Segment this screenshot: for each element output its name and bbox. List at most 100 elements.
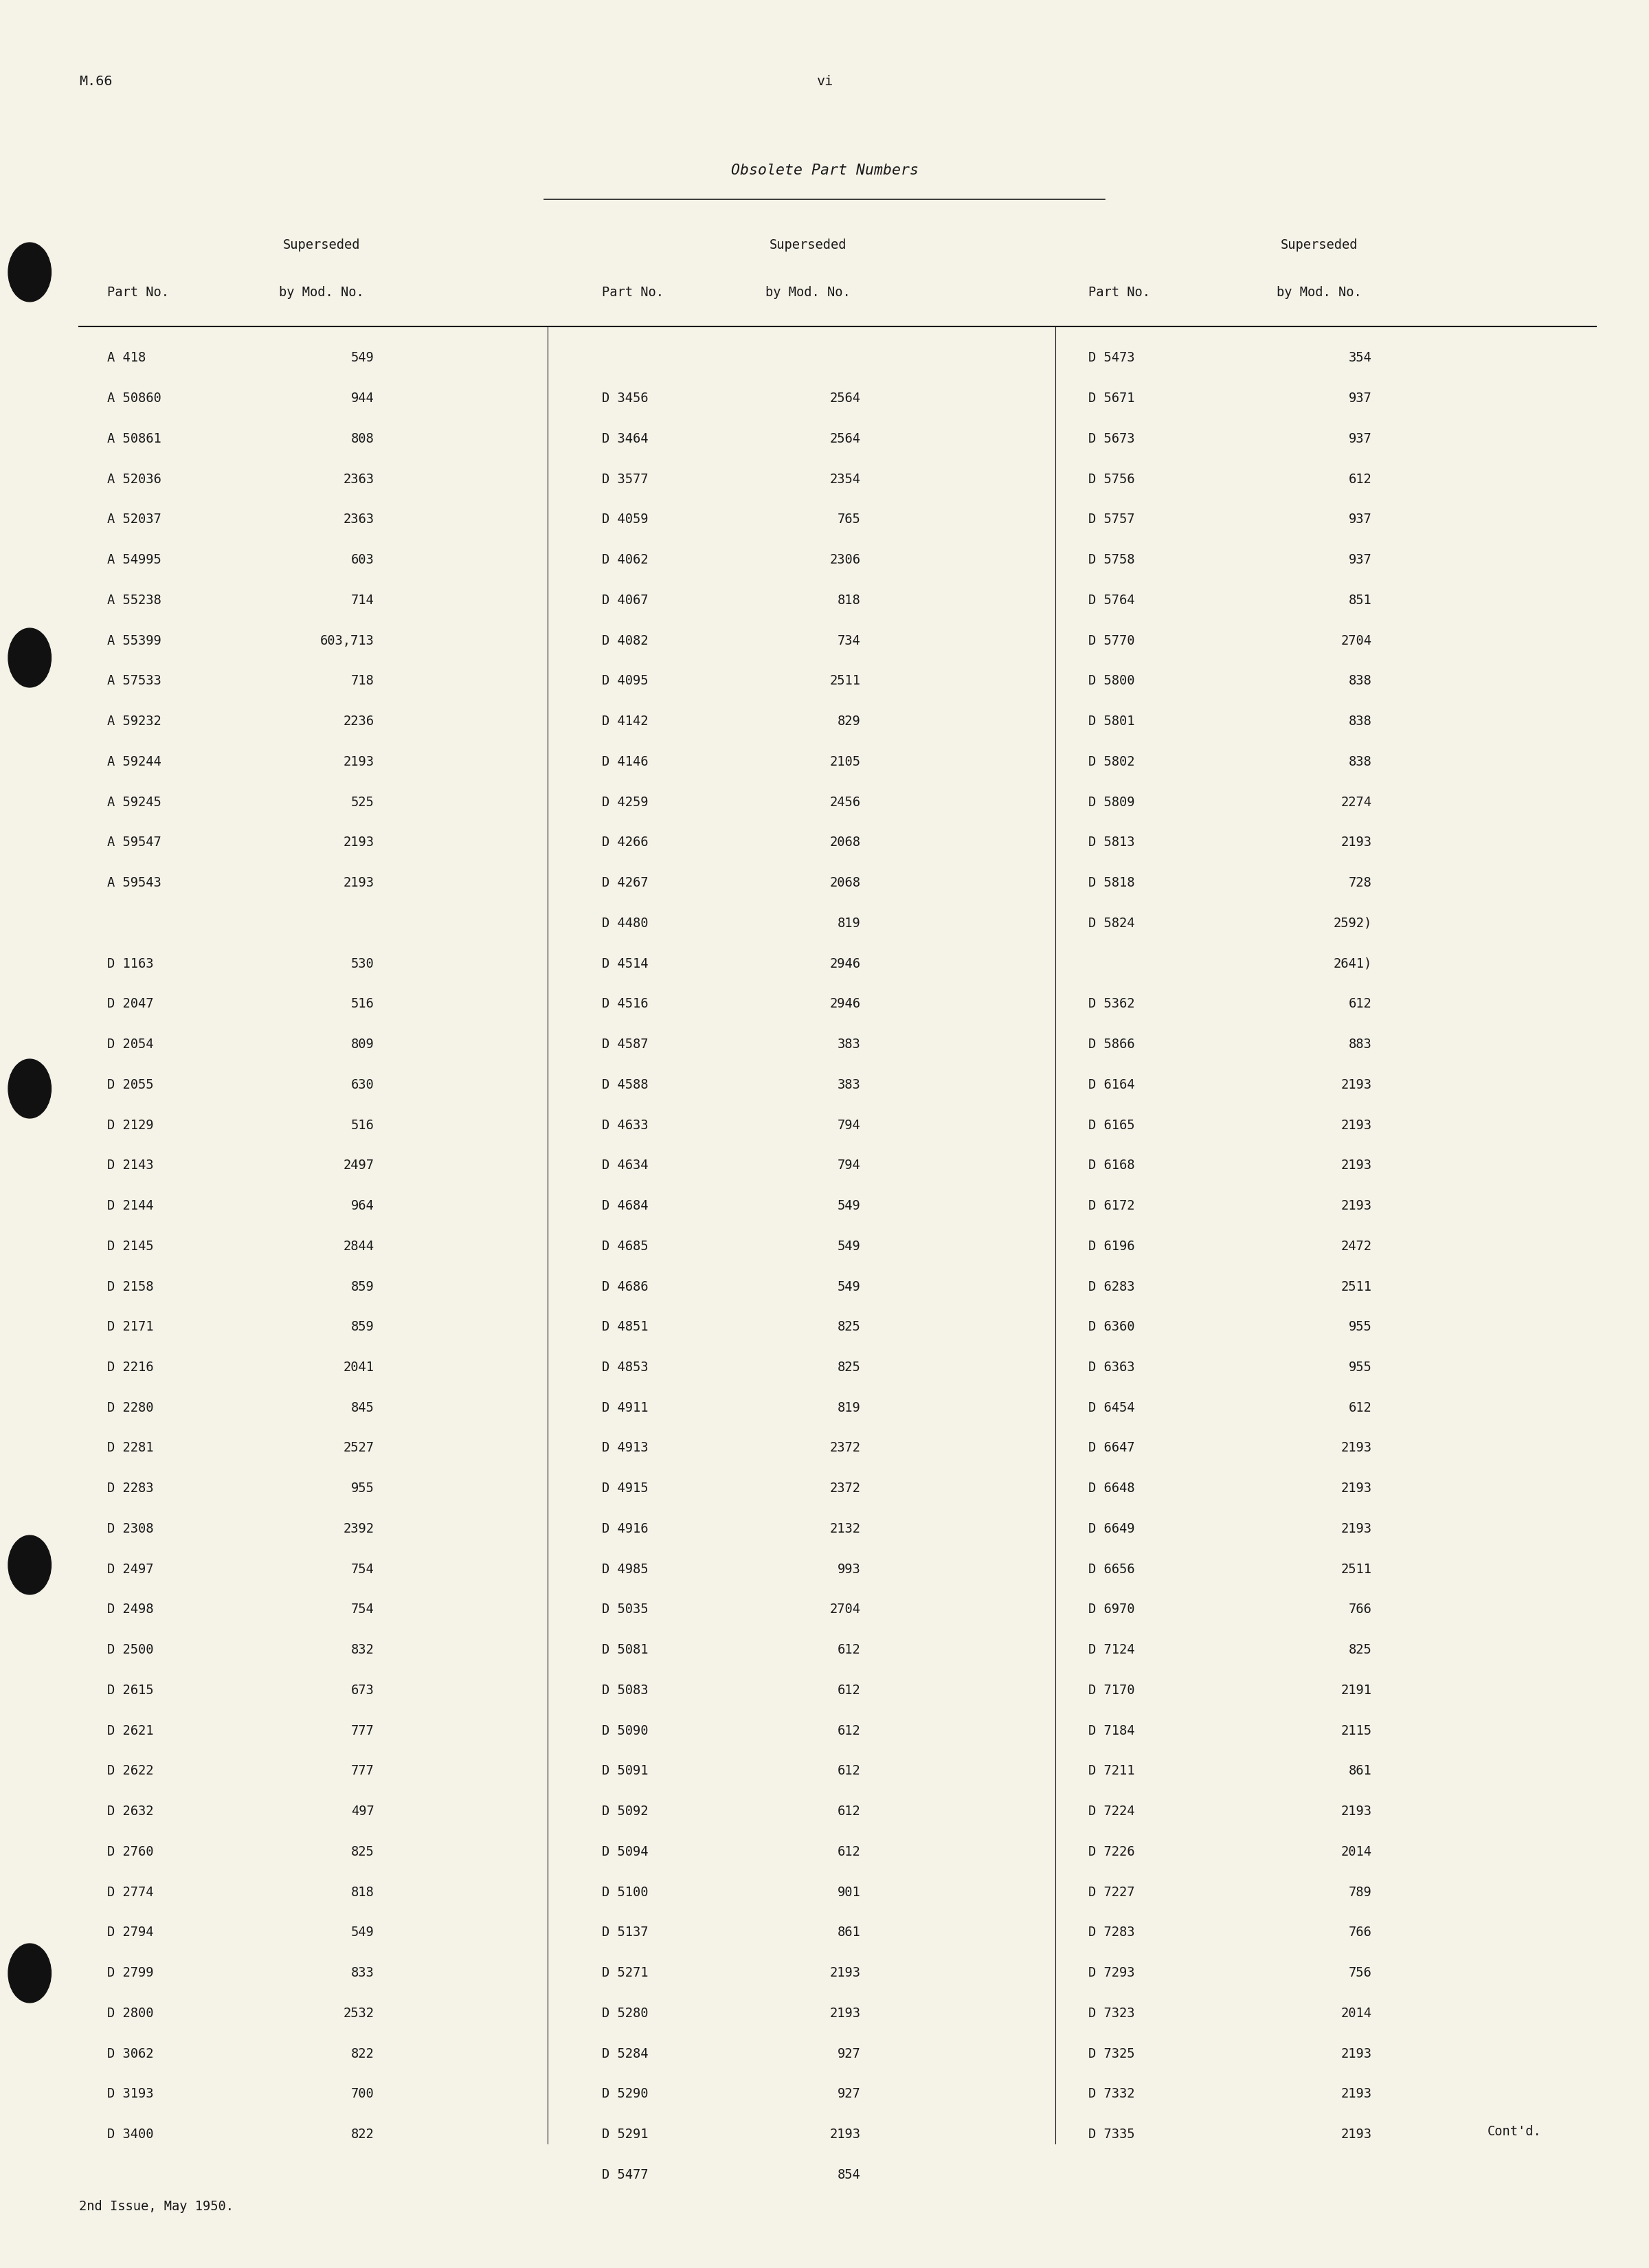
Text: D 4146: D 4146 [602, 755, 648, 769]
Text: 2511: 2511 [829, 674, 861, 687]
Text: 2564: 2564 [829, 433, 861, 445]
Text: D 6164: D 6164 [1088, 1077, 1135, 1091]
Text: Part No.: Part No. [107, 286, 170, 299]
Text: A 52037: A 52037 [107, 513, 162, 526]
Text: 2068: 2068 [829, 837, 861, 848]
Text: A 59547: A 59547 [107, 837, 162, 848]
Text: 944: 944 [351, 392, 374, 406]
Text: 2946: 2946 [829, 998, 861, 1012]
Text: by Mod. No.: by Mod. No. [765, 286, 851, 299]
Text: D 2498: D 2498 [107, 1603, 153, 1617]
Text: D 2308: D 2308 [107, 1522, 153, 1535]
Circle shape [8, 1059, 51, 1118]
Text: D 5284: D 5284 [602, 2048, 648, 2059]
Text: D 4915: D 4915 [602, 1481, 648, 1495]
Text: D 4587: D 4587 [602, 1039, 648, 1050]
Text: D 7323: D 7323 [1088, 2007, 1135, 2021]
Text: 766: 766 [1349, 1603, 1372, 1617]
Text: 354: 354 [1349, 352, 1372, 365]
Text: D 4685: D 4685 [602, 1241, 648, 1252]
Text: D 6970: D 6970 [1088, 1603, 1135, 1617]
Text: 2704: 2704 [1341, 635, 1372, 646]
Text: 2497: 2497 [343, 1159, 374, 1173]
Text: 825: 825 [838, 1361, 861, 1374]
Circle shape [8, 628, 51, 687]
Text: 2193: 2193 [1341, 1200, 1372, 1213]
Text: D 6647: D 6647 [1088, 1442, 1135, 1454]
Text: 2592): 2592) [1334, 916, 1372, 930]
Text: 2532: 2532 [343, 2007, 374, 2021]
Text: D 6656: D 6656 [1088, 1563, 1135, 1576]
Text: 859: 859 [351, 1279, 374, 1293]
Circle shape [8, 1944, 51, 2003]
Text: 861: 861 [838, 1926, 861, 1939]
Text: 955: 955 [351, 1481, 374, 1495]
Text: 2472: 2472 [1341, 1241, 1372, 1252]
Text: 549: 549 [838, 1279, 861, 1293]
Text: 630: 630 [351, 1077, 374, 1091]
Text: 516: 516 [351, 998, 374, 1012]
Text: 2193: 2193 [1341, 1442, 1372, 1454]
Text: 497: 497 [351, 1805, 374, 1819]
Text: 549: 549 [351, 352, 374, 365]
Text: D 2055: D 2055 [107, 1077, 153, 1091]
Text: D 5809: D 5809 [1088, 796, 1135, 810]
Text: D 5758: D 5758 [1088, 553, 1135, 567]
Text: D 5818: D 5818 [1088, 875, 1135, 889]
Text: D 2129: D 2129 [107, 1118, 153, 1132]
Text: D 5756: D 5756 [1088, 472, 1135, 485]
Text: A 55238: A 55238 [107, 594, 162, 608]
Text: 809: 809 [351, 1039, 374, 1050]
Text: 832: 832 [351, 1644, 374, 1656]
Text: D 5770: D 5770 [1088, 635, 1135, 646]
Text: 2193: 2193 [1341, 1522, 1372, 1535]
Text: by Mod. No.: by Mod. No. [279, 286, 364, 299]
Text: D 5473: D 5473 [1088, 352, 1135, 365]
Text: D 4142: D 4142 [602, 714, 648, 728]
Text: D 2615: D 2615 [107, 1683, 153, 1696]
Text: 2844: 2844 [343, 1241, 374, 1252]
Text: 612: 612 [1349, 472, 1372, 485]
Text: 549: 549 [838, 1241, 861, 1252]
Text: D 1163: D 1163 [107, 957, 153, 971]
Text: 766: 766 [1349, 1926, 1372, 1939]
Text: 2193: 2193 [1341, 2127, 1372, 2141]
Text: 829: 829 [838, 714, 861, 728]
Text: 825: 825 [1349, 1644, 1372, 1656]
Text: D 4067: D 4067 [602, 594, 648, 608]
Text: D 7335: D 7335 [1088, 2127, 1135, 2141]
Text: D 7211: D 7211 [1088, 1765, 1135, 1778]
Text: 2193: 2193 [1341, 2048, 1372, 2059]
Text: 2392: 2392 [343, 1522, 374, 1535]
Text: D 4082: D 4082 [602, 635, 648, 646]
Text: 854: 854 [838, 2168, 861, 2182]
Text: 734: 734 [838, 635, 861, 646]
Text: D 5362: D 5362 [1088, 998, 1135, 1012]
Text: 2274: 2274 [1341, 796, 1372, 810]
Text: A 52036: A 52036 [107, 472, 162, 485]
Text: D 2054: D 2054 [107, 1039, 153, 1050]
Text: 2511: 2511 [1341, 1279, 1372, 1293]
Text: D 5802: D 5802 [1088, 755, 1135, 769]
Text: D 2794: D 2794 [107, 1926, 153, 1939]
Text: D 4588: D 4588 [602, 1077, 648, 1091]
Text: 549: 549 [351, 1926, 374, 1939]
Text: 901: 901 [838, 1885, 861, 1898]
Text: 2193: 2193 [829, 1966, 861, 1980]
Text: D 2280: D 2280 [107, 1402, 153, 1415]
Text: D 6172: D 6172 [1088, 1200, 1135, 1213]
Text: D 5801: D 5801 [1088, 714, 1135, 728]
Text: 2641): 2641) [1334, 957, 1372, 971]
Text: A 59543: A 59543 [107, 875, 162, 889]
Text: D 5673: D 5673 [1088, 433, 1135, 445]
Text: 937: 937 [1349, 553, 1372, 567]
Text: A 418: A 418 [107, 352, 145, 365]
Text: D 2497: D 2497 [107, 1563, 153, 1576]
Text: 964: 964 [351, 1200, 374, 1213]
Text: Superseded: Superseded [1281, 238, 1357, 252]
Text: 993: 993 [838, 1563, 861, 1576]
Text: D 6165: D 6165 [1088, 1118, 1135, 1132]
Text: 2372: 2372 [829, 1442, 861, 1454]
Text: D 5090: D 5090 [602, 1724, 648, 1737]
Text: vi: vi [816, 75, 833, 88]
